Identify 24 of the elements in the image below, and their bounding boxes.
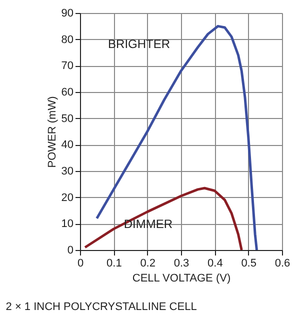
x-tick-label: 0.4 — [208, 258, 223, 270]
y-tick-label: 80 — [61, 34, 74, 46]
text: 2 × 1 INCH POLYCRYSTALLINE CELL — [6, 301, 197, 313]
x-tick-label: 0.1 — [106, 258, 122, 270]
x-tick-label: 0.5 — [241, 258, 256, 270]
y-tick-label: 10 — [61, 218, 74, 230]
series-label: BRIGHTER — [108, 37, 170, 52]
y-tick-label: 90 — [61, 8, 74, 20]
y-tick-label: 0 — [67, 244, 74, 256]
y-tick-label: 60 — [61, 86, 74, 98]
line-series — [96, 24, 258, 252]
x-axis-title: CELL VOLTAGE (V) — [132, 272, 231, 284]
series-label: DIMMER — [124, 217, 173, 232]
y-tick-label: 40 — [61, 139, 74, 152]
x-tick-label: 0.3 — [174, 258, 190, 270]
x-tick-label: 0 — [77, 258, 84, 270]
x-tick-label: 0.2 — [140, 258, 156, 270]
y-tick-label: 30 — [61, 166, 74, 178]
y-axis-title: POWER (mW) — [46, 96, 58, 168]
line-series — [84, 186, 243, 252]
y-tick-label: 50 — [61, 112, 74, 125]
y-tick-label: 70 — [61, 60, 74, 72]
x-tick-label: 0.6 — [274, 258, 290, 270]
y-tick-label: 20 — [61, 192, 74, 204]
